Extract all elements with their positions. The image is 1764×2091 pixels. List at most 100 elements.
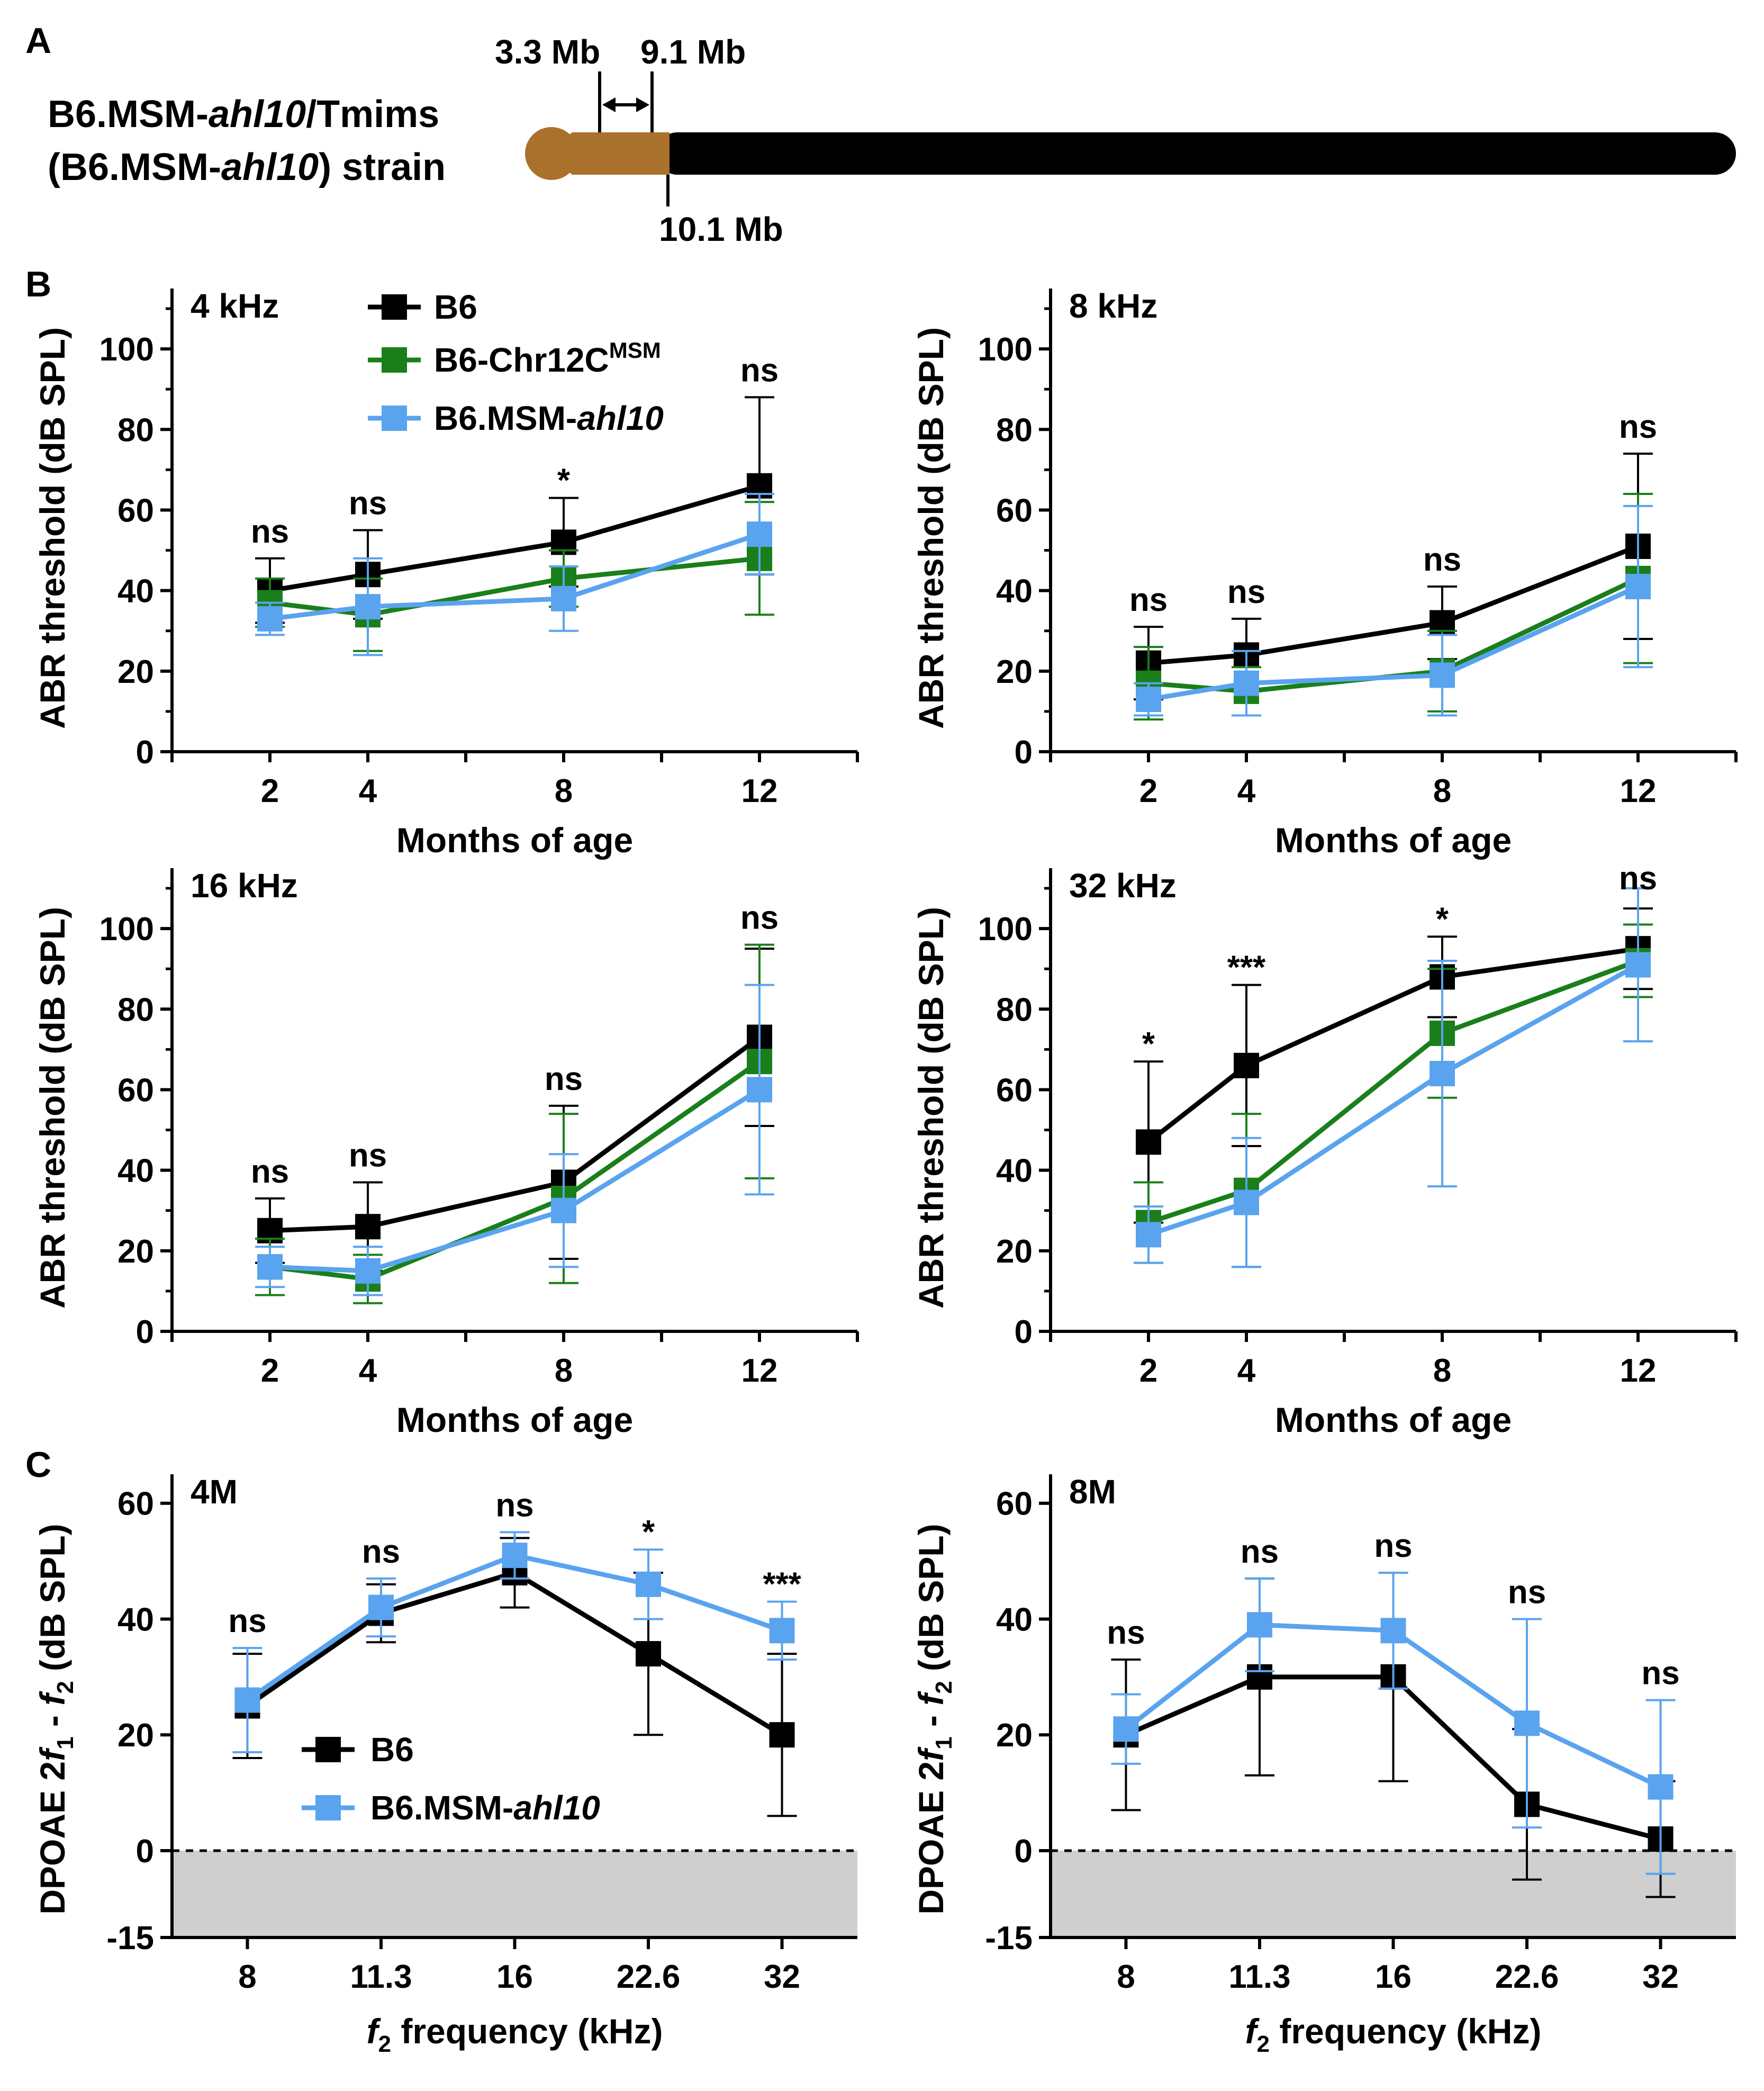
x-axis-label: f2 frequency (kHz) bbox=[367, 2012, 663, 2057]
chart-abr-16khz: 0 20 40 60 80 100 2 4 8 12 Months of age ABR thresh… bbox=[33, 867, 859, 1439]
significance-label: ns bbox=[1423, 542, 1461, 578]
significance-label: ns bbox=[228, 1603, 266, 1639]
data-point bbox=[1430, 662, 1455, 688]
data-point bbox=[1625, 952, 1651, 978]
y-tick-label: 20 bbox=[996, 1717, 1033, 1754]
centromere-lobe-right bbox=[557, 132, 599, 175]
panel-letter-c: C bbox=[25, 1445, 51, 1485]
y-tick-label: 20 bbox=[996, 1233, 1033, 1270]
legend-marker-ahl10 bbox=[382, 405, 407, 431]
y-tick-label: -15 bbox=[985, 1920, 1033, 1957]
y-tick-label: 80 bbox=[996, 992, 1033, 1028]
y-tick-label: 40 bbox=[996, 1153, 1033, 1189]
x-tick-label: 2 bbox=[261, 1353, 279, 1389]
x-tick-label: 22.6 bbox=[617, 1959, 681, 1995]
series-line bbox=[269, 531, 761, 621]
y-tick-label: 0 bbox=[136, 1314, 154, 1350]
significance-label: *** bbox=[763, 1566, 801, 1603]
legend-c-marker-b6 bbox=[315, 1737, 341, 1762]
x-tick-label: 16 bbox=[496, 1959, 533, 1995]
series-line bbox=[1148, 544, 1639, 666]
data-point bbox=[1234, 670, 1259, 696]
significance-label: ns bbox=[1227, 574, 1265, 610]
significance-label: ns bbox=[349, 485, 387, 522]
series-b6-msm-ahl10 bbox=[255, 984, 774, 1296]
x-tick-label: 8 bbox=[1433, 1353, 1451, 1389]
y-tick-label: 80 bbox=[996, 412, 1033, 448]
series-b6 bbox=[255, 948, 774, 1272]
series-b6 bbox=[1134, 907, 1653, 1224]
series-b6-chr12c-msm bbox=[1134, 493, 1653, 721]
x-axis-label: Months of age bbox=[396, 821, 633, 860]
y-tick-label: 0 bbox=[136, 734, 154, 771]
series-line bbox=[1148, 576, 1639, 694]
significance-label: ns bbox=[740, 352, 779, 389]
marker-label-3-3mb: 3.3 Mb bbox=[495, 33, 600, 71]
data-point bbox=[355, 1214, 381, 1240]
y-tick-label: 40 bbox=[117, 1601, 154, 1638]
chart-dpoae-4m: -15 0 20 40 60 8 11.3 16 22.6 32 f2 frequency (kHz… bbox=[33, 1473, 857, 2057]
significance-label: ns bbox=[1374, 1528, 1412, 1564]
series-b6-msm-ahl10 bbox=[1134, 887, 1653, 1268]
significance-label: * bbox=[1436, 901, 1449, 938]
x-tick-label: 32 bbox=[1642, 1959, 1679, 1995]
x-tick-label: 12 bbox=[1620, 1353, 1657, 1389]
chart-abr-8khz: 0 20 40 60 80 100 2 4 8 12 Months of age ABR thresh… bbox=[911, 287, 1738, 860]
data-point bbox=[551, 1197, 576, 1223]
y-tick-label: 40 bbox=[117, 1153, 154, 1189]
significance-label: ns bbox=[362, 1534, 400, 1570]
x-tick-label: 4 bbox=[359, 773, 377, 809]
legend-marker-chr12 bbox=[382, 347, 407, 373]
y-axis-label: ABR threshold (dB SPL) bbox=[33, 907, 72, 1309]
series-line bbox=[269, 556, 760, 617]
y-tick-label: 40 bbox=[996, 573, 1033, 610]
panel-corner-label: 16 kHz bbox=[191, 867, 298, 905]
significance-label: ns bbox=[1508, 1574, 1546, 1610]
x-tick-label: 4 bbox=[359, 1353, 377, 1389]
chart-abr-32khz: 0 20 40 60 80 100 2 4 8 12 Months of age ABR thresh… bbox=[911, 860, 1738, 1439]
panel-letter-a: A bbox=[25, 21, 51, 61]
legend-panel-b: B6 B6-Chr12CMSM B6.MSM-ahl10 bbox=[368, 288, 664, 437]
significance-label: ns bbox=[1107, 1615, 1145, 1651]
data-point bbox=[769, 1618, 795, 1644]
chart-abr-4khz: 0 20 40 60 80 100 2 4 8 12 Months of age ABR thresh… bbox=[33, 287, 859, 860]
significance-label: ns bbox=[1641, 1655, 1679, 1692]
series-line bbox=[1147, 946, 1639, 1144]
x-tick-label: 12 bbox=[1620, 773, 1657, 809]
significance-label: ns bbox=[349, 1137, 387, 1174]
arrow-head-right-icon bbox=[636, 97, 649, 112]
y-axis-label: DPOAE 2f1 - f2 (dB SPL) bbox=[911, 1524, 957, 1914]
chart-dpoae-8m: -15 0 20 40 60 8 11.3 16 22.6 32 f2 frequency (kHz… bbox=[911, 1473, 1736, 2057]
arrow-head-left-icon bbox=[602, 97, 616, 112]
y-tick-label: 20 bbox=[996, 654, 1033, 690]
series-b6-msm-ahl10 bbox=[255, 493, 774, 656]
data-point bbox=[1430, 1061, 1455, 1087]
b6-chromosome-segment bbox=[656, 132, 1736, 175]
y-tick-label: 0 bbox=[1015, 1833, 1033, 1870]
marker-label-9-1mb: 9.1 Mb bbox=[640, 33, 746, 71]
series-b6-chr12c-msm bbox=[255, 943, 774, 1304]
x-axis-label: f2 frequency (kHz) bbox=[1245, 2012, 1542, 2057]
panel-corner-label: 4M bbox=[191, 1473, 238, 1511]
x-tick-label: 12 bbox=[741, 773, 778, 809]
y-axis-label: ABR threshold (dB SPL) bbox=[33, 327, 72, 729]
data-point bbox=[1136, 687, 1161, 713]
x-tick-label: 8 bbox=[238, 1959, 256, 1995]
legend-marker-b6 bbox=[382, 294, 407, 320]
significance-label: * bbox=[557, 463, 571, 499]
data-point bbox=[1136, 1222, 1161, 1248]
panel-corner-label: 32 kHz bbox=[1069, 867, 1177, 905]
significance-label: ns bbox=[740, 900, 779, 936]
y-tick-label: 60 bbox=[996, 1486, 1033, 1522]
y-tick-label: 0 bbox=[1015, 1314, 1033, 1350]
y-tick-label: 20 bbox=[117, 1717, 154, 1754]
data-point bbox=[1246, 1612, 1272, 1638]
significance-label: * bbox=[642, 1514, 655, 1551]
strain-label-line1: B6.MSM-ahl10/Tmims bbox=[48, 93, 439, 136]
y-tick-label: 0 bbox=[1015, 734, 1033, 771]
significance-label: ns bbox=[1619, 409, 1657, 445]
y-tick-label: 20 bbox=[117, 654, 154, 690]
strain-label-line2: (B6.MSM-ahl10) strain bbox=[48, 146, 446, 188]
y-tick-label: 40 bbox=[117, 573, 154, 610]
